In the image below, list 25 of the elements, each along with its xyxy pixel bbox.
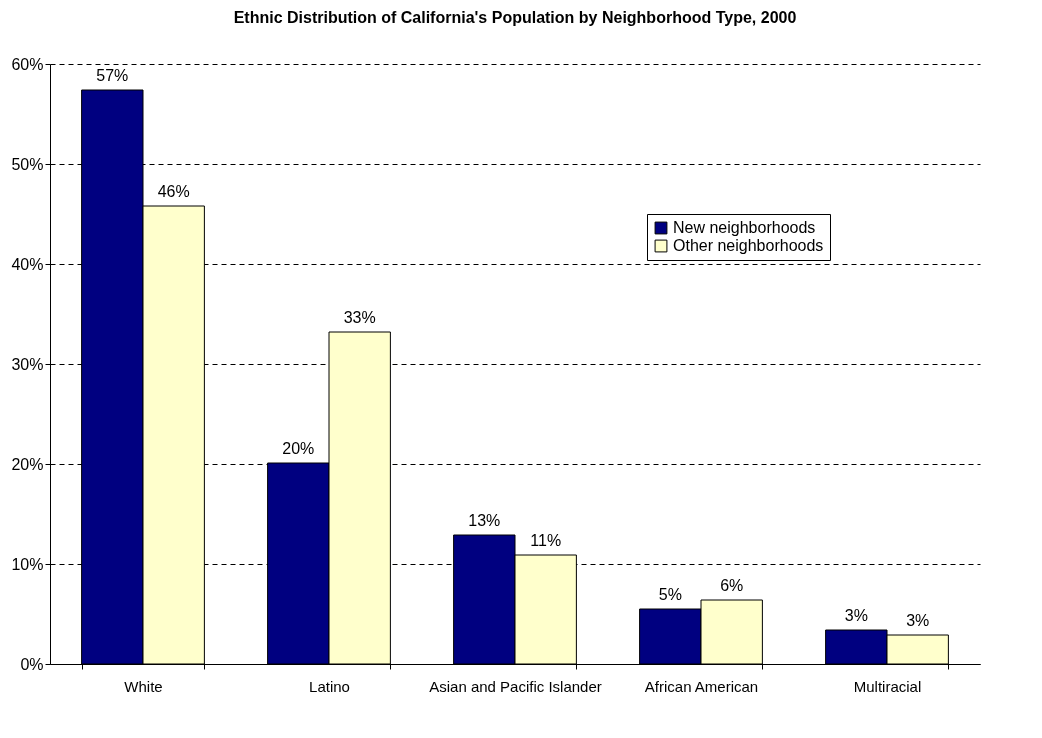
y-tick-label: 30% [11,355,44,373]
y-tick-label: 20% [11,455,44,473]
x-tick-label: White [124,677,163,695]
legend-label: New neighborhoods [673,219,816,236]
y-tick-label: 50% [11,155,44,173]
y-tick-label: 60% [11,55,44,73]
data-label: 13% [468,512,501,529]
y-tick-label: 40% [11,255,44,273]
data-label: 33% [343,309,376,326]
data-label: 57% [96,67,129,84]
data-label: 20% [282,440,315,457]
y-tick-label: 10% [11,555,44,573]
legend-label: Other neighborhoods [673,237,824,254]
data-label: 46% [157,183,190,200]
data-label: 5% [658,586,682,603]
chart-title: Ethnic Distribution of California's Population by Neighborhood Type, 2000 [233,9,797,26]
y-tick-label: 0% [20,655,44,673]
x-tick-label: Asian and Pacific Islander [429,677,602,695]
x-tick-label: African American [644,677,759,695]
data-label: 6% [720,577,744,594]
data-label: 3% [906,612,930,629]
x-tick-label: Latino [309,677,350,695]
x-tick-label: Multiracial [853,677,922,695]
data-label: 11% [530,532,562,549]
data-label: 3% [844,607,868,624]
